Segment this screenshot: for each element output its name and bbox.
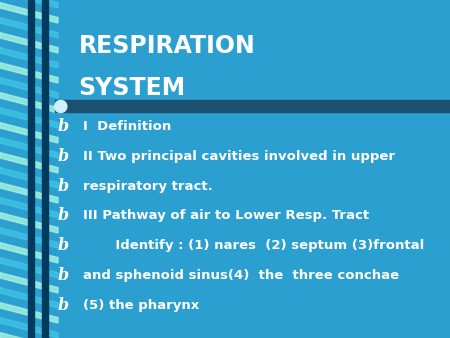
Polygon shape xyxy=(0,0,58,8)
Text: b: b xyxy=(58,208,68,224)
Polygon shape xyxy=(0,243,58,263)
Polygon shape xyxy=(0,48,58,68)
Text: II Two principal cavities involved in upper: II Two principal cavities involved in up… xyxy=(83,150,395,163)
Polygon shape xyxy=(0,63,58,83)
Polygon shape xyxy=(0,183,58,203)
Polygon shape xyxy=(0,152,58,173)
Text: b: b xyxy=(58,237,68,254)
Polygon shape xyxy=(0,198,58,218)
Polygon shape xyxy=(0,93,58,113)
Text: b: b xyxy=(58,148,68,165)
Polygon shape xyxy=(0,333,58,338)
Circle shape xyxy=(54,100,67,113)
Text: respiratory tract.: respiratory tract. xyxy=(83,180,213,193)
Polygon shape xyxy=(0,3,58,23)
Polygon shape xyxy=(0,258,58,278)
Polygon shape xyxy=(0,107,58,128)
Text: b: b xyxy=(58,118,68,135)
Polygon shape xyxy=(0,18,58,38)
Polygon shape xyxy=(0,123,58,143)
Text: Identify : (1) nares  (2) septum (3)frontal: Identify : (1) nares (2) septum (3)front… xyxy=(83,239,424,252)
Polygon shape xyxy=(0,138,58,158)
Text: SYSTEM: SYSTEM xyxy=(79,76,186,100)
Polygon shape xyxy=(0,213,58,233)
Polygon shape xyxy=(0,288,58,308)
Text: b: b xyxy=(58,267,68,284)
Polygon shape xyxy=(0,303,58,323)
Text: (5) the pharynx: (5) the pharynx xyxy=(83,299,199,312)
Text: I  Definition: I Definition xyxy=(83,120,171,133)
Text: and sphenoid sinus(4)  the  three conchae: and sphenoid sinus(4) the three conchae xyxy=(83,269,400,282)
Text: b: b xyxy=(58,297,68,314)
Text: III Pathway of air to Lower Resp. Tract: III Pathway of air to Lower Resp. Tract xyxy=(83,210,369,222)
Polygon shape xyxy=(0,318,58,338)
Polygon shape xyxy=(0,273,58,293)
Polygon shape xyxy=(0,78,58,98)
Text: b: b xyxy=(58,178,68,195)
Bar xyxy=(55,100,450,113)
Polygon shape xyxy=(0,168,58,188)
Text: RESPIRATION: RESPIRATION xyxy=(79,33,256,58)
Bar xyxy=(42,0,48,338)
Polygon shape xyxy=(0,32,58,53)
Polygon shape xyxy=(0,227,58,248)
Bar xyxy=(28,0,34,338)
